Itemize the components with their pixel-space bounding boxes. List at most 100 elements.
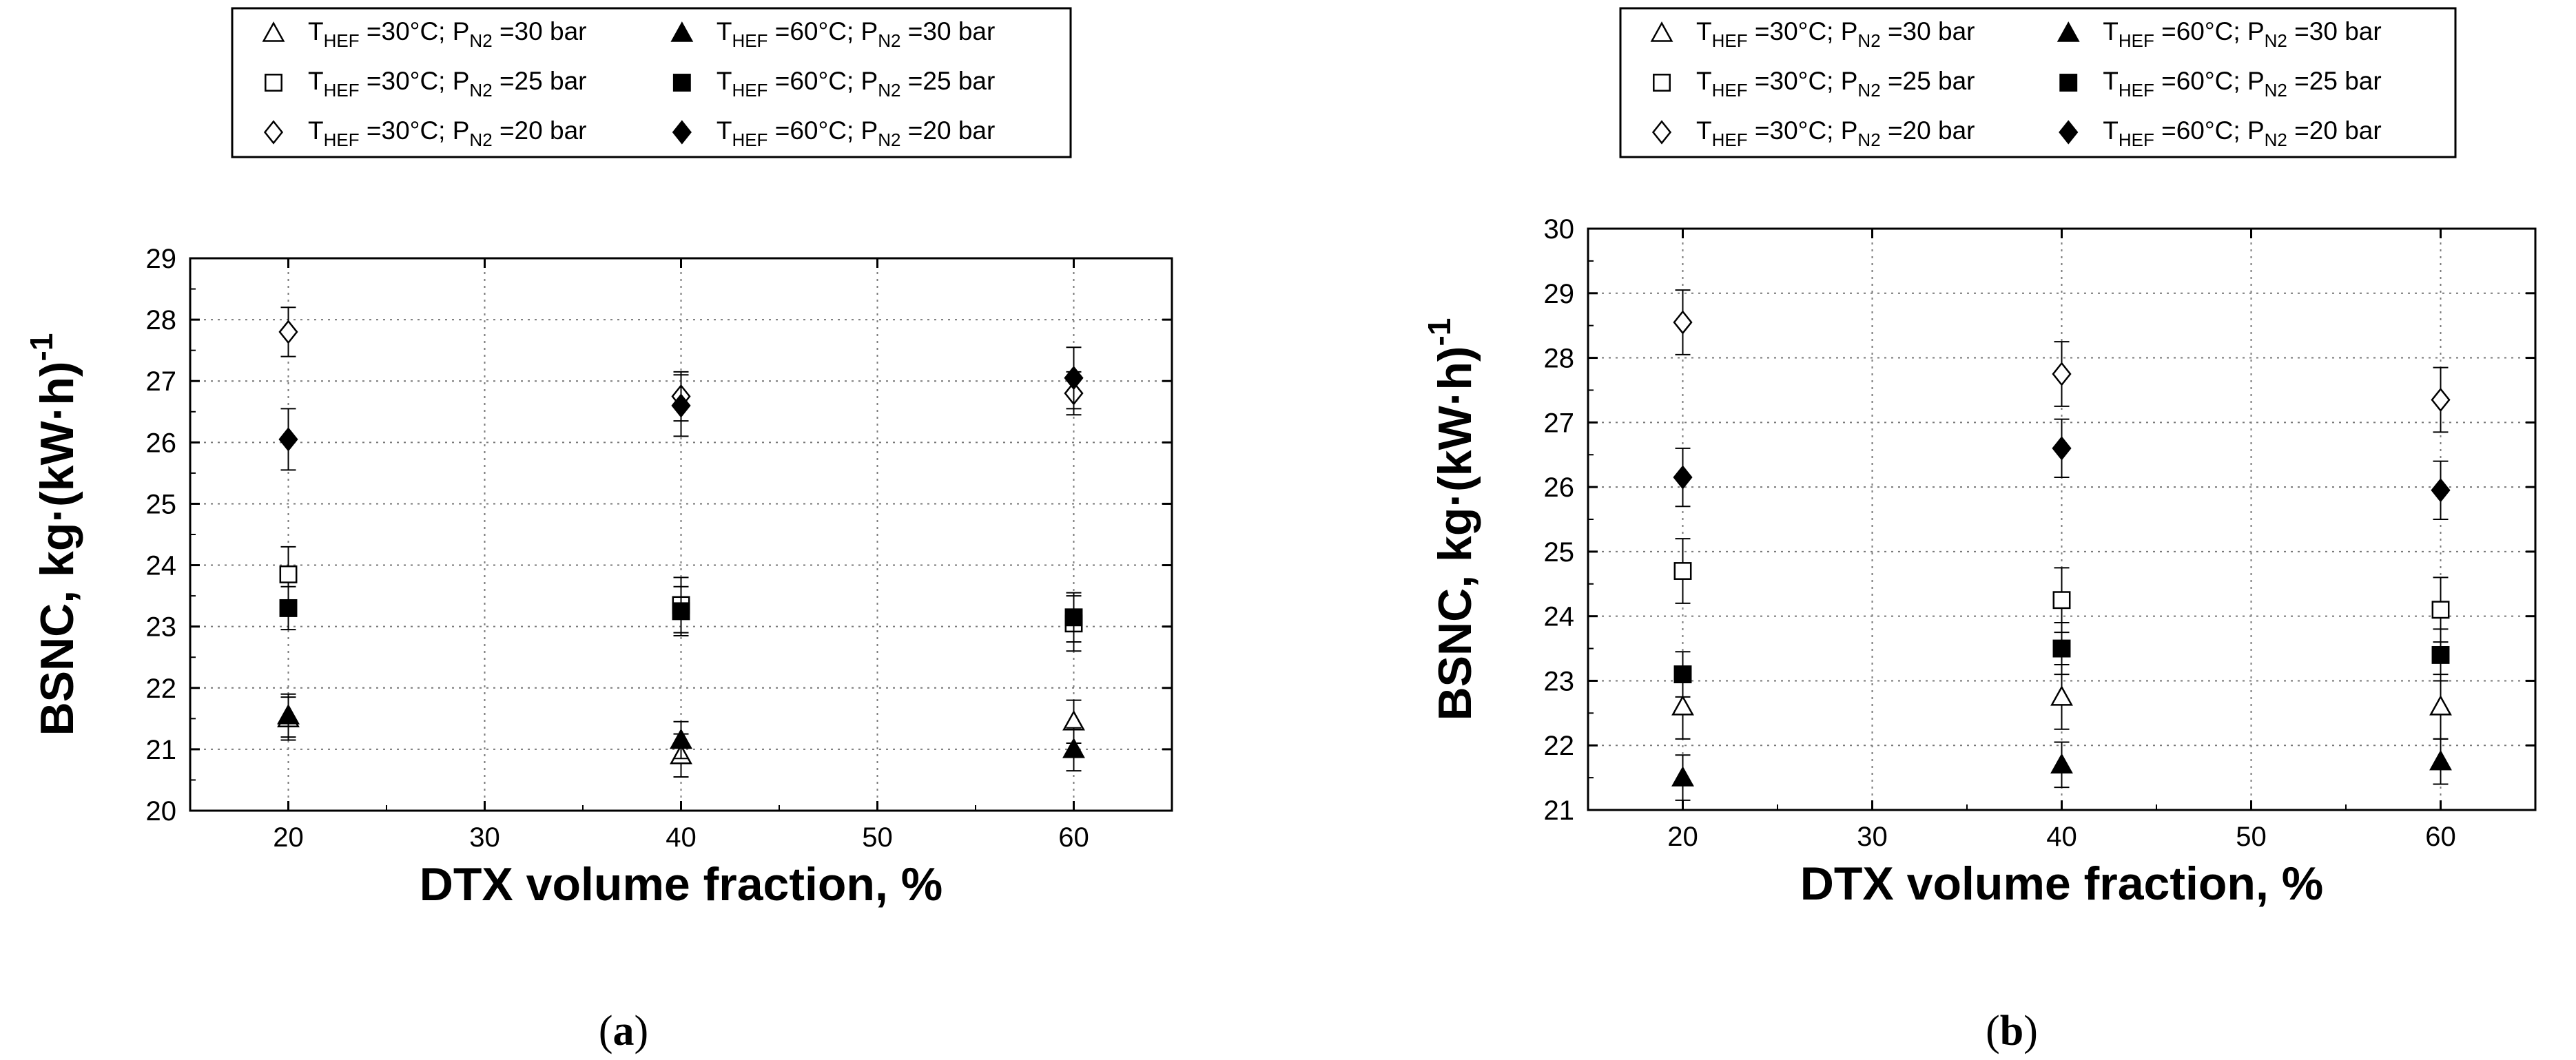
data-point (670, 728, 692, 749)
y-tick-label: 22 (1544, 731, 1575, 761)
data-point (2429, 695, 2452, 716)
legend-label: THEF =30°C; PN2 =25 bar (308, 67, 586, 101)
series-diamond-filled (1673, 418, 2451, 520)
y-tick-label: 22 (146, 674, 177, 704)
legend-label: THEF =60°C; PN2 =25 bar (2103, 67, 2381, 101)
legend-marker (263, 120, 284, 145)
legend-marker (670, 21, 694, 42)
data-point (1671, 695, 1694, 716)
data-point (672, 602, 690, 621)
legend-label: THEF =60°C; PN2 =20 bar (717, 116, 995, 150)
y-tick-label: 25 (146, 489, 177, 519)
data-point (1064, 366, 1084, 391)
series-square-open (1673, 538, 2450, 643)
series-square-filled (1673, 622, 2450, 698)
legend-marker (1650, 21, 1673, 42)
x-axis-label: DTX volume fraction, % (420, 858, 942, 911)
x-tick-label: 30 (469, 822, 500, 853)
legend-box (1619, 7, 2457, 158)
legend-box (231, 7, 1072, 158)
x-tick-label: 40 (2046, 822, 2077, 852)
panel-caption: (a) (599, 1008, 648, 1054)
panel-caption: (b) (1986, 1008, 2038, 1054)
legend-marker (1653, 74, 1671, 92)
y-tick-label: 29 (1544, 279, 1575, 309)
y-tick-label: 23 (1544, 666, 1575, 696)
legend-marker (672, 120, 692, 145)
data-point (2431, 387, 2451, 413)
data-point (279, 565, 298, 583)
data-point (278, 427, 298, 452)
legend-label: THEF =60°C; PN2 =25 bar (717, 67, 995, 101)
legend-label: THEF =30°C; PN2 =20 bar (1696, 116, 1975, 150)
y-tick-label: 21 (1544, 796, 1575, 826)
legend-marker (265, 74, 282, 92)
x-tick-label: 40 (666, 822, 697, 853)
data-point (2431, 478, 2451, 503)
series-triangle-open (1671, 664, 2452, 740)
y-tick-label: 20 (146, 796, 177, 827)
x-tick-label: 60 (2425, 822, 2456, 852)
data-point (1673, 665, 1692, 684)
legend-label: THEF =30°C; PN2 =30 bar (308, 17, 586, 51)
x-tick-label: 50 (2236, 822, 2267, 852)
legend-marker (672, 74, 691, 92)
legend-label: THEF =30°C; PN2 =25 bar (1696, 67, 1975, 101)
y-tick-label: 28 (1544, 344, 1575, 374)
y-tick-label: 21 (146, 735, 177, 765)
series-diamond-open (1673, 289, 2451, 433)
y-tick-label: 24 (1544, 602, 1575, 632)
series-triangle-filled (1671, 738, 2452, 801)
data-point (2050, 685, 2073, 706)
data-point (1064, 608, 1083, 627)
data-point (1062, 738, 1085, 758)
y-tick-label: 26 (146, 428, 177, 458)
y-tick-label: 30 (1544, 214, 1575, 245)
data-point (1671, 766, 1694, 787)
data-point (277, 704, 300, 725)
y-tick-label: 26 (1544, 472, 1575, 503)
data-point (2431, 601, 2450, 619)
data-point (278, 320, 298, 344)
legend-marker (2057, 21, 2080, 42)
legend-marker (1651, 120, 1672, 145)
data-point (2431, 645, 2450, 664)
chart-panel-b: 20 30 40 50 60 21 22 23 24 25 26 27 28 29 30 DTX volume… (1421, 7, 2537, 1054)
y-tick-label: 25 (1544, 537, 1575, 568)
data-point (1673, 310, 1693, 335)
data-point (2052, 591, 2071, 610)
series-diamond-filled (278, 346, 1084, 471)
y-tick-label: 29 (146, 244, 177, 274)
data-point (1062, 709, 1085, 731)
y-tick-label: 27 (1544, 408, 1575, 438)
x-tick-label: 20 (1667, 822, 1698, 852)
chart-panel-a: 20 30 40 50 60 20 21 22 23 24 25 26 27 28 29 DTX volume… (23, 7, 1173, 1054)
x-tick-label: 20 (273, 822, 304, 853)
data-point (1673, 562, 1692, 580)
legend-marker (2059, 120, 2079, 145)
legend: THEF =30°C; PN2 =30 bar THEF =30°C; PN2 =… (1619, 7, 2457, 158)
series-triangle-filled (277, 693, 1085, 772)
legend-label: THEF =60°C; PN2 =30 bar (717, 17, 995, 51)
y-tick-label: 27 (146, 366, 177, 397)
legend-label: THEF =60°C; PN2 =20 bar (2103, 116, 2381, 150)
legend-marker (262, 21, 285, 42)
y-tick-label: 24 (146, 551, 177, 581)
data-point (2052, 362, 2072, 386)
data-point (2052, 639, 2071, 658)
series-square-filled (279, 585, 1083, 643)
y-axis-label: BSNC, kg·(kW·h)-1 (1421, 318, 1481, 721)
legend-marker (2059, 74, 2078, 92)
data-point (2052, 436, 2072, 461)
y-tick-label: 28 (146, 305, 177, 335)
x-tick-label: 30 (1857, 822, 1888, 852)
legend-label: THEF =30°C; PN2 =30 bar (1696, 17, 1975, 51)
y-axis-label: BSNC, kg·(kW·h)-1 (23, 333, 83, 736)
x-tick-label: 60 (1058, 822, 1089, 853)
y-tick-label: 23 (146, 612, 177, 643)
x-axis-label: DTX volume fraction, % (1800, 858, 2323, 910)
data-point (671, 393, 691, 418)
x-tick-label: 50 (862, 822, 893, 853)
data-point (1673, 465, 1693, 490)
